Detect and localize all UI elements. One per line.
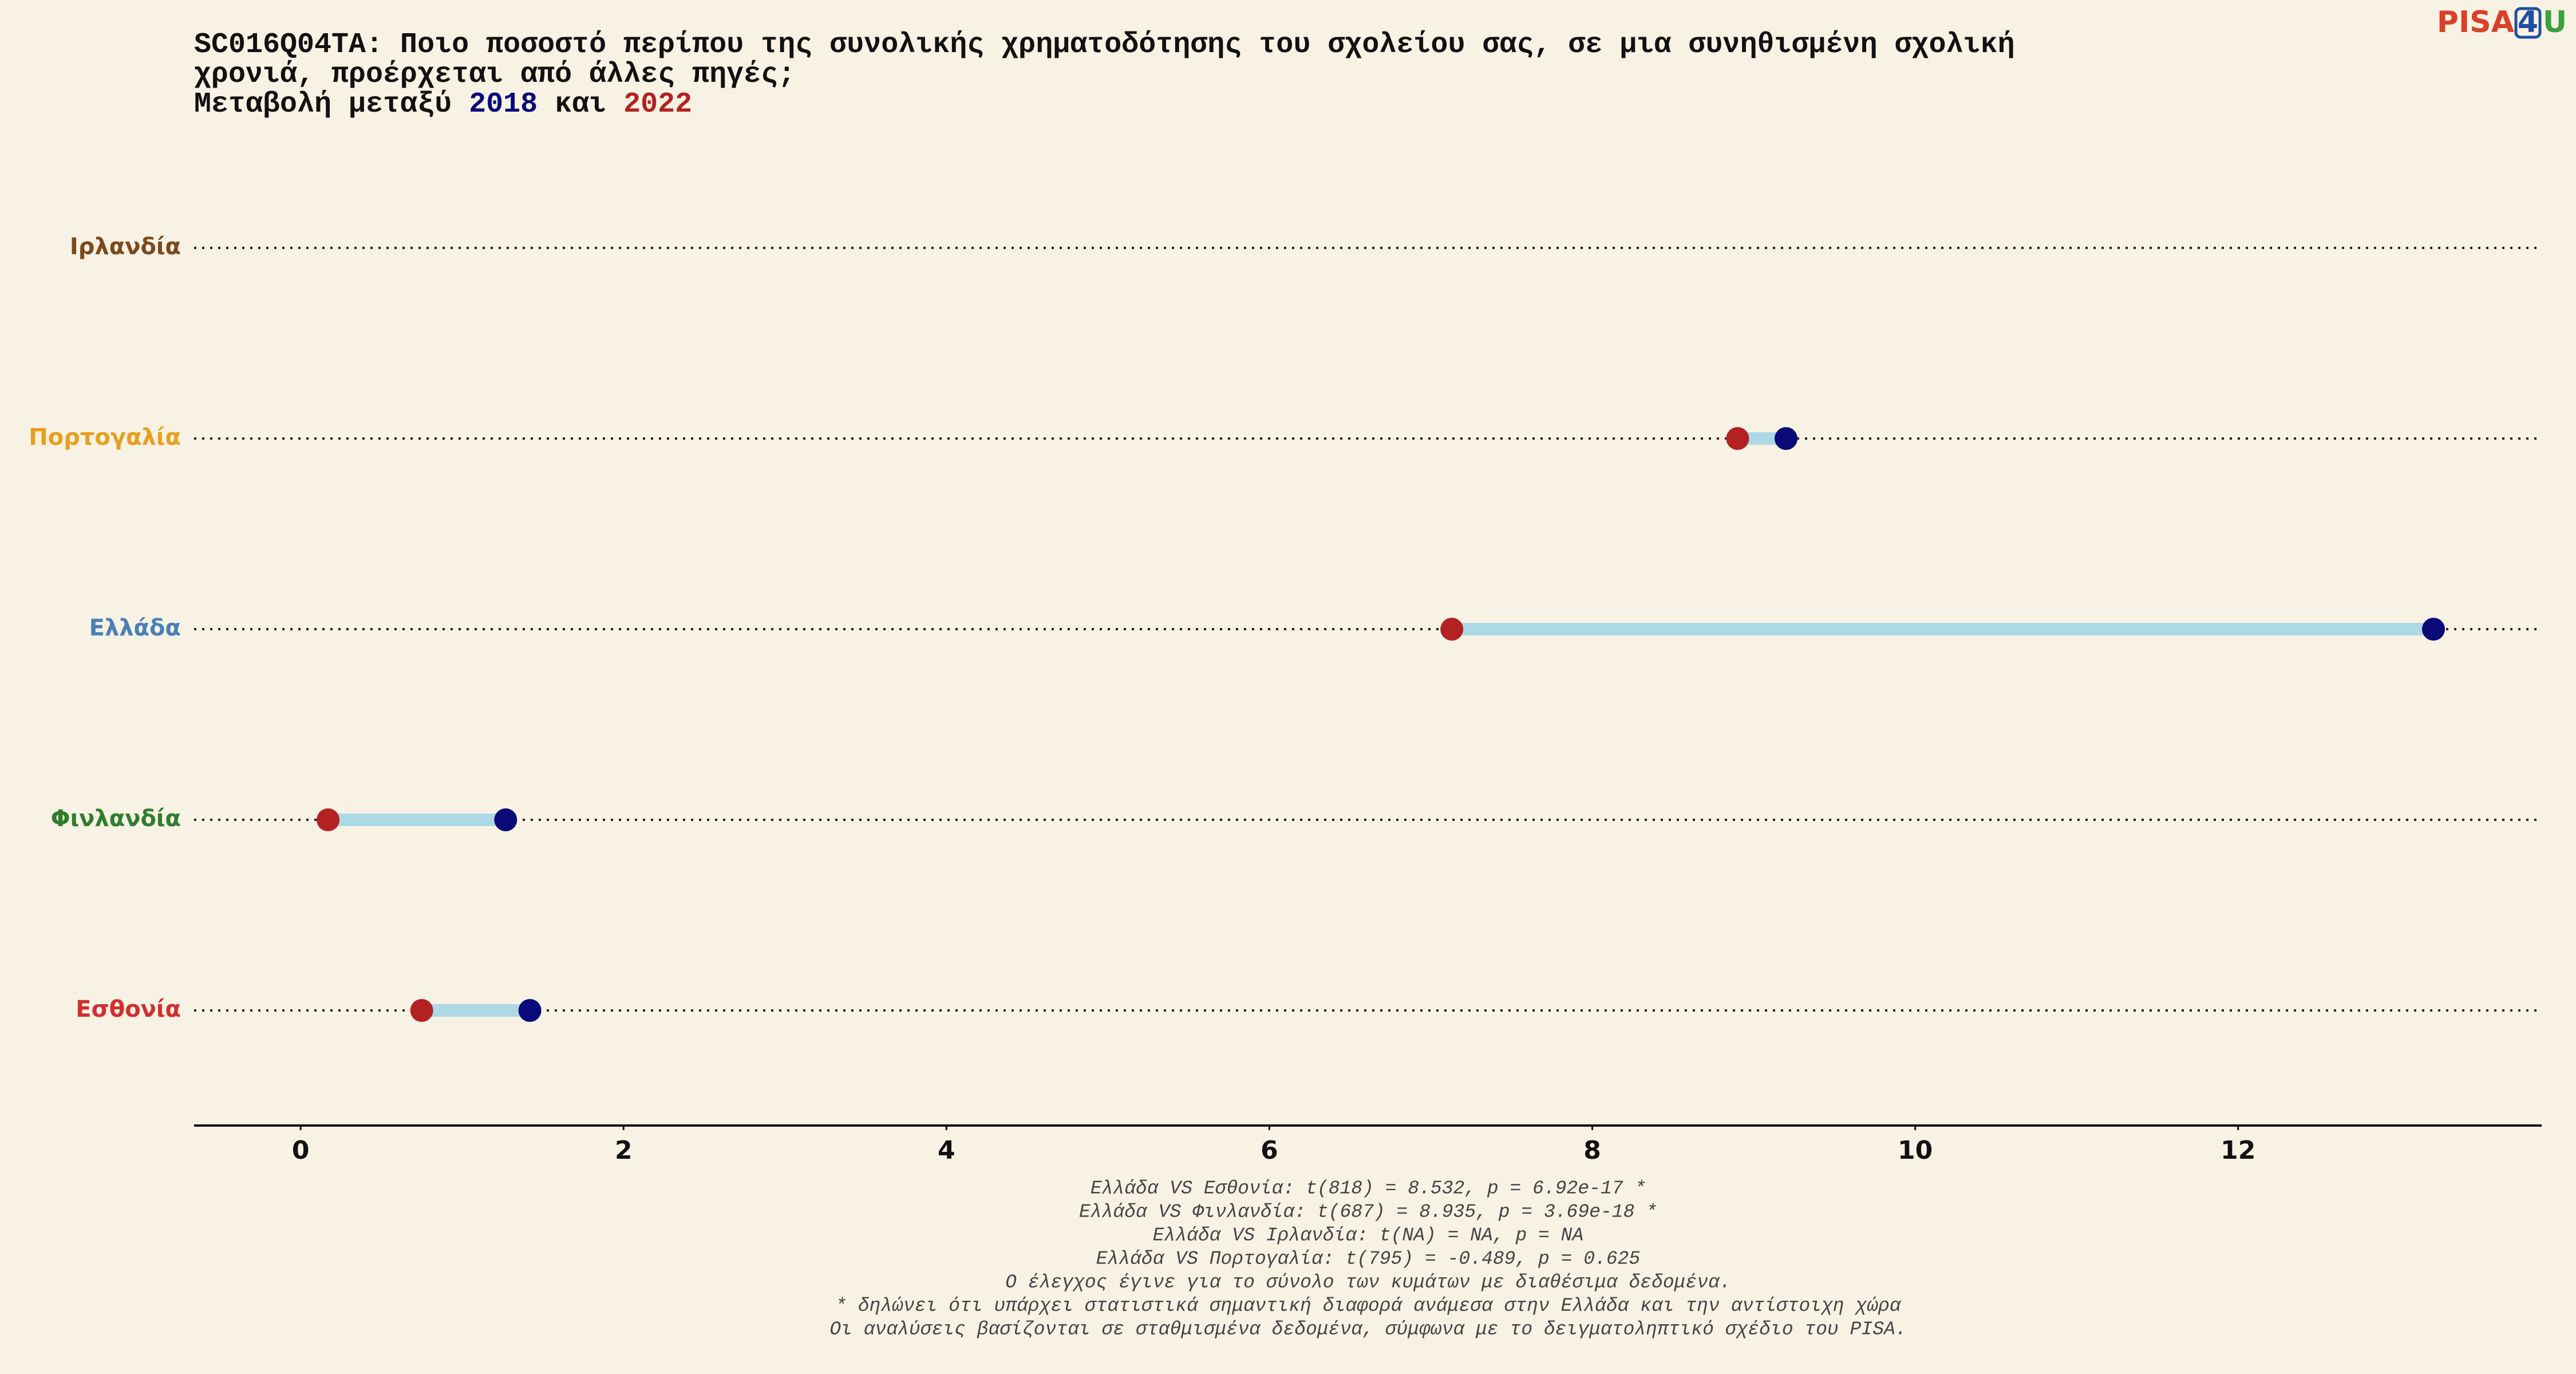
dot	[518, 999, 542, 1022]
dot	[2422, 618, 2445, 641]
logo: 4	[2518, 5, 2538, 40]
chart-title: χρονιά, προέρχεται από άλλες πηγές;	[194, 58, 795, 91]
dot	[1440, 618, 1464, 641]
logo: PISA	[2437, 5, 2514, 40]
footnote: Ελλάδα VS Φινλανδία: t(687) = 8.935, p =…	[1079, 1202, 1657, 1223]
footnote: Ελλάδα VS Εσθονία: t(818) = 8.532, p = 6…	[1091, 1178, 1646, 1199]
footnote: Ο έλεγχος έγινε για το σύνολο των κυμάτω…	[1005, 1272, 1730, 1293]
x-tick-label: 2	[615, 1136, 633, 1165]
subtitle: Μεταβολή μεταξύ 2018 και 2022	[194, 88, 692, 121]
dot	[317, 808, 340, 831]
logo-box	[2514, 7, 2542, 39]
x-tick-label: 6	[1261, 1136, 1278, 1165]
title-line: χρονιά, προέρχεται από άλλες πηγές;	[194, 58, 795, 91]
subtitle-text: Μεταβολή μεταξύ	[194, 88, 452, 121]
title-line: SC016Q04TA: Ποιο ποσοστό περίπου της συν…	[194, 29, 2015, 61]
x-tick-label: 12	[2221, 1136, 2255, 1165]
x-tick-label: 10	[1898, 1136, 1933, 1165]
category-label: Ελλάδα	[89, 615, 181, 641]
legend-entry: 2022	[623, 88, 692, 121]
footnote: Ελλάδα VS Ιρλανδία: t(NA) = NA, p = NA	[1153, 1225, 1584, 1246]
dot	[494, 808, 517, 831]
logo: U	[2543, 5, 2567, 40]
dot	[410, 999, 433, 1022]
category-label: Φινλανδία	[51, 806, 181, 832]
chart-title: SC016Q04TA: Ποιο ποσοστό περίπου της συν…	[194, 29, 2015, 61]
subtitle-text: και	[555, 88, 606, 121]
footnote: Ελλάδα VS Πορτογαλία: t(795) = -0.489, p…	[1096, 1249, 1641, 1270]
dot	[1775, 427, 1798, 450]
category-label: Πορτογαλία	[29, 424, 181, 451]
x-tick-label: 0	[292, 1136, 310, 1165]
x-tick-label: 8	[1583, 1136, 1601, 1165]
footnote: * δηλώνει ότι υπάρχει στατιστικά σημαντι…	[835, 1296, 1902, 1317]
footnote: Οι αναλύσεις βασίζονται σε σταθμισμένα δ…	[829, 1319, 1906, 1340]
legend-entry: 2018	[469, 88, 538, 121]
x-tick-label: 4	[938, 1136, 955, 1165]
category-label: Ιρλανδία	[70, 234, 181, 260]
category-label: Εσθονία	[76, 996, 181, 1022]
dot	[1726, 427, 1749, 450]
